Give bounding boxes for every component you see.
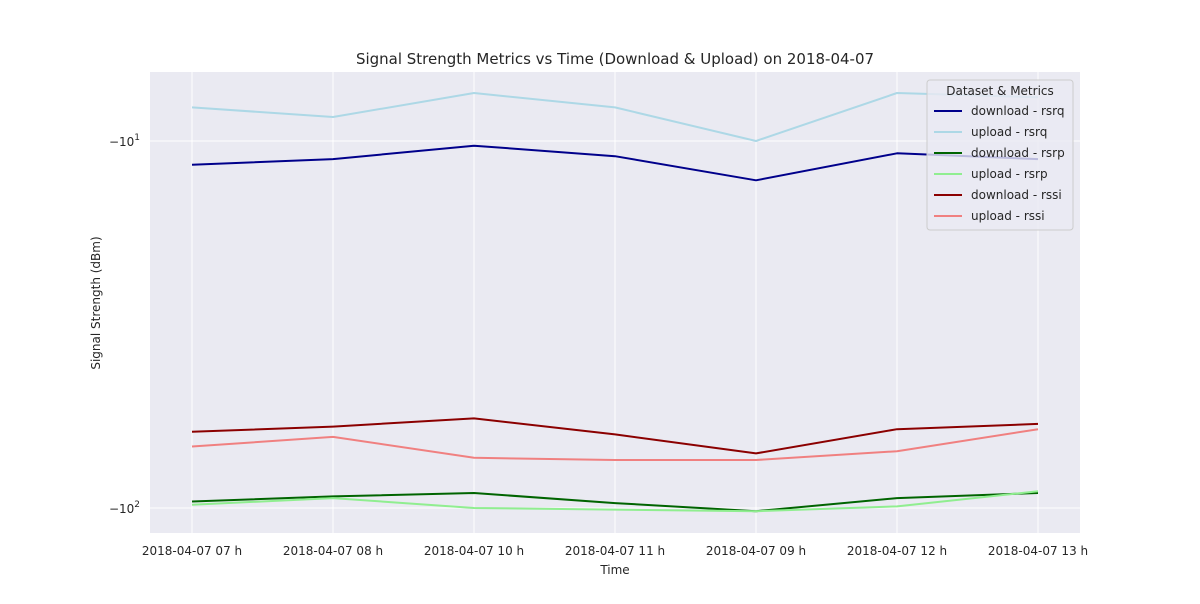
legend-title: Dataset & Metrics: [946, 84, 1054, 98]
legend: Dataset & Metrics download - rsrq upload …: [926, 79, 1074, 231]
legend-label: download - rsrp: [971, 146, 1065, 160]
legend-box: [926, 79, 1074, 231]
series-line-2: [191, 492, 1039, 513]
legend-label: upload - rsrp: [971, 167, 1048, 181]
legend-label: download - rsrq: [971, 104, 1065, 118]
x-ticks: 2018-04-07 07 h 2018-04-07 08 h 2018-04-07…: [142, 544, 1088, 558]
y-tick-label: −102: [109, 500, 140, 516]
x-tick-label: 2018-04-07 07 h: [142, 544, 242, 558]
x-tick-label: 2018-04-07 13 h: [988, 544, 1088, 558]
series-line-4: [191, 417, 1039, 455]
legend-label: download - rssi: [971, 188, 1062, 202]
y-ticks: −101 −102: [109, 133, 140, 516]
x-tick-label: 2018-04-07 12 h: [847, 544, 947, 558]
chart-title: Signal Strength Metrics vs Time (Downloa…: [356, 50, 874, 68]
grid-lines: [150, 72, 1080, 533]
x-tick-label: 2018-04-07 11 h: [565, 544, 665, 558]
x-tick-label: 2018-04-07 10 h: [424, 544, 524, 558]
series-line-5: [191, 428, 1039, 461]
legend-label: upload - rssi: [971, 209, 1045, 223]
series-line-0: [191, 144, 1039, 182]
y-axis-label: Signal Strength (dBm): [89, 236, 103, 369]
x-tick-label: 2018-04-07 09 h: [706, 544, 806, 558]
series-line-3: [191, 490, 1039, 513]
x-axis-label: Time: [599, 563, 629, 577]
x-tick-label: 2018-04-07 08 h: [283, 544, 383, 558]
legend-label: upload - rsrq: [971, 125, 1047, 139]
legend-items: download - rsrq upload - rsrq download - r…: [934, 104, 1065, 223]
series-line-1: [191, 92, 1039, 142]
y-tick-label: −101: [109, 133, 140, 149]
series-lines: [191, 92, 1039, 513]
